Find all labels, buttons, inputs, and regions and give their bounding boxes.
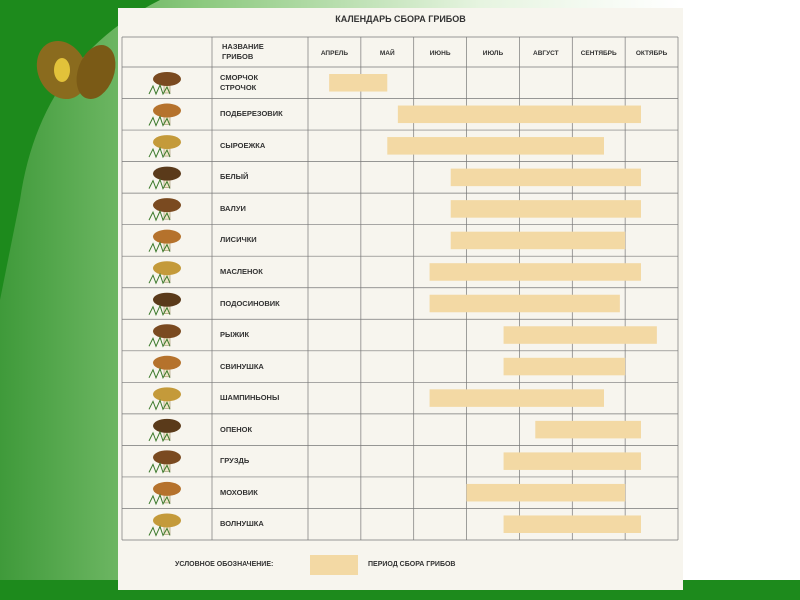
grass bbox=[148, 178, 171, 190]
mushroom-name: СМОРЧОК СТРОЧОК bbox=[220, 72, 259, 92]
mushroom-cap bbox=[153, 198, 181, 213]
mushroom-cap bbox=[153, 355, 181, 370]
period-bar bbox=[503, 515, 641, 533]
table-grid bbox=[121, 36, 679, 575]
period-bar bbox=[450, 200, 641, 218]
period-bar bbox=[329, 74, 388, 92]
legend-text: ПЕРИОД СБОРА ГРИБОВ bbox=[368, 561, 456, 568]
period-bar bbox=[466, 483, 626, 502]
mushroom-cap bbox=[153, 292, 181, 307]
mushroom-cap bbox=[153, 324, 181, 339]
period-bar bbox=[429, 294, 620, 313]
period-bar bbox=[387, 137, 604, 155]
legend-swatch bbox=[310, 555, 358, 575]
title: КАЛЕНДАРЬ СБОРА ГРИБОВ bbox=[335, 14, 466, 24]
period-bar bbox=[429, 389, 604, 407]
period-bar bbox=[503, 326, 657, 344]
month-label: ОКТЯБРЬ bbox=[635, 50, 668, 57]
butterfly bbox=[36, 40, 116, 100]
grass bbox=[148, 241, 171, 253]
period-bar bbox=[450, 231, 626, 250]
mushroom-cap bbox=[153, 103, 181, 118]
mushroom-cap bbox=[153, 229, 181, 244]
grass bbox=[148, 367, 171, 380]
grass bbox=[148, 335, 171, 348]
mushroom-cap bbox=[153, 450, 181, 465]
period-bar bbox=[397, 105, 641, 124]
header: НАЗВАНИЕ ГРИБОВ bbox=[222, 42, 264, 61]
grass bbox=[148, 209, 171, 222]
month-label: МАЙ bbox=[379, 50, 395, 57]
month-label: ИЮНЬ bbox=[429, 50, 451, 57]
month-label: СЕНТЯБРЬ bbox=[580, 50, 617, 57]
period-bar bbox=[450, 168, 641, 187]
mushroom-cap bbox=[153, 481, 181, 496]
mushroom-name: ГРУЗДЬ bbox=[220, 456, 250, 466]
grass bbox=[148, 304, 171, 317]
mushroom-cap bbox=[153, 166, 181, 181]
grass bbox=[148, 430, 171, 443]
grass bbox=[148, 525, 171, 537]
period-bar bbox=[503, 452, 641, 470]
mushroom-name: ВАЛУИ bbox=[220, 203, 246, 213]
mushroom-name: ШАМПИНЬОНЫ bbox=[220, 393, 280, 403]
mushroom-cap bbox=[153, 513, 181, 528]
grass bbox=[148, 272, 171, 285]
mushroom-name: СЫРОЕЖКА bbox=[220, 140, 266, 150]
mushroom-name: МАСЛЕНОК bbox=[220, 266, 263, 276]
period-bar bbox=[429, 263, 641, 281]
mushroom-cap bbox=[153, 72, 181, 86]
mushroom-name: ВОЛНУШКА bbox=[220, 519, 264, 529]
mushroom-name: ПОДОСИНОВИК bbox=[220, 298, 280, 308]
grass bbox=[148, 146, 171, 159]
legend-label: УСЛОВНОЕ ОБОЗНАЧЕНИЕ: bbox=[175, 561, 274, 568]
grass bbox=[148, 493, 171, 506]
period-bar bbox=[535, 420, 641, 439]
mushroom-name: ЛИСИЧКИ bbox=[220, 235, 257, 245]
mushroom-name: СВИНУШКА bbox=[220, 361, 264, 371]
mushroom-name: РЫЖИК bbox=[220, 330, 250, 340]
period-bar bbox=[503, 357, 626, 376]
grass bbox=[148, 462, 171, 474]
month-label: АВГУСТ bbox=[533, 50, 559, 57]
mushroom-name: МОХОВИК bbox=[220, 487, 258, 497]
mushroom-name: БЕЛЫЙ bbox=[220, 172, 249, 182]
mushroom-name: ОПЕНОК bbox=[220, 424, 253, 434]
mushroom-name: ПОДБЕРЕЗОВИК bbox=[220, 109, 283, 119]
mushroom-cap bbox=[153, 387, 181, 402]
grass bbox=[148, 398, 171, 411]
month-label: АПРЕЛЬ bbox=[320, 50, 349, 57]
mushroom-cap bbox=[153, 135, 181, 150]
mushroom-cap bbox=[153, 418, 181, 433]
grass bbox=[148, 115, 171, 127]
grass bbox=[148, 83, 171, 96]
mushroom-cap bbox=[153, 261, 181, 276]
month-label: ИЮЛЬ bbox=[482, 50, 504, 57]
